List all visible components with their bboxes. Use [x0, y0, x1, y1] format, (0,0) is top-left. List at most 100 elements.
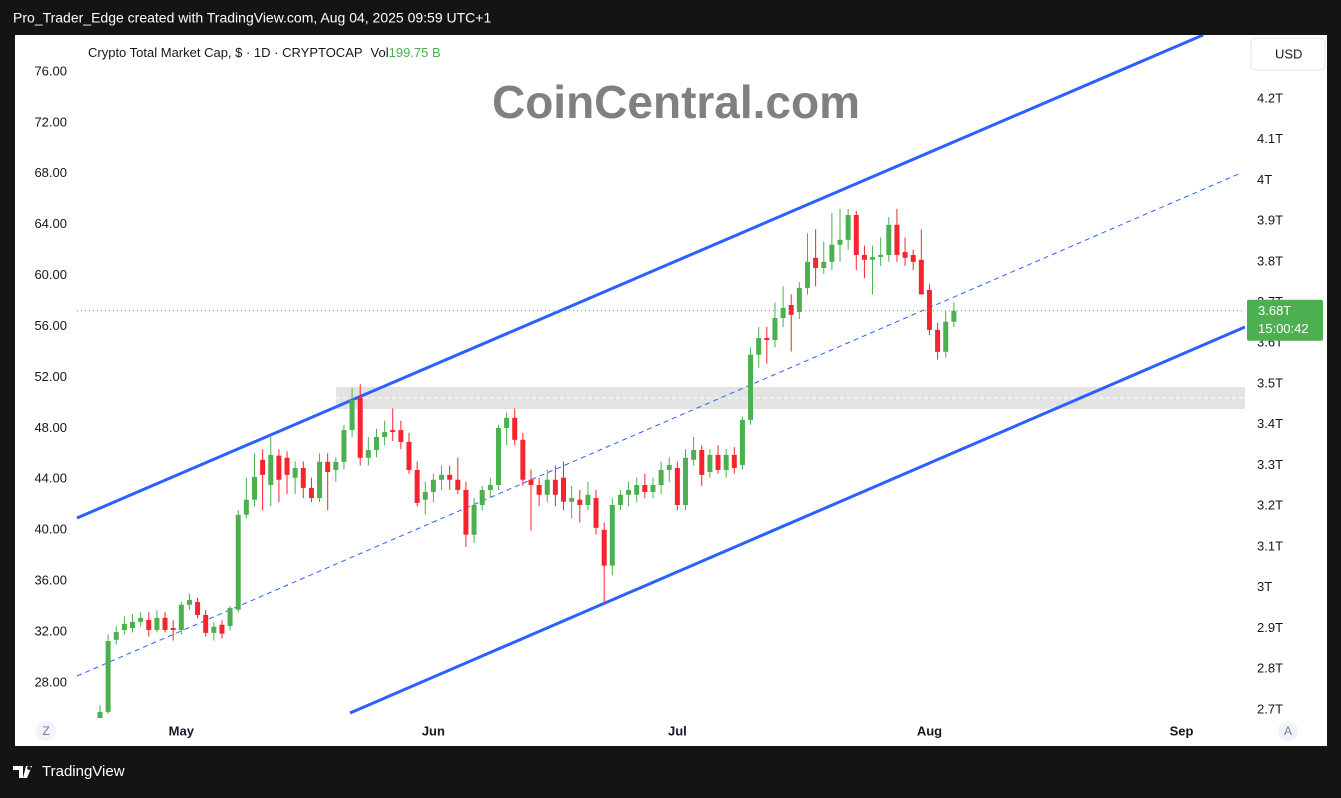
zoom-button[interactable]	[36, 721, 56, 741]
candle-body	[577, 499, 583, 505]
candle-body	[373, 436, 379, 451]
candle-body	[902, 252, 908, 258]
y2-tick-label: 40.00	[34, 522, 67, 537]
candle-body	[308, 487, 314, 499]
candle-body	[544, 479, 550, 495]
candle-body	[512, 417, 518, 440]
logo-icon	[13, 766, 32, 778]
candle-body	[626, 489, 632, 495]
candle-body	[634, 485, 640, 495]
x-tick-label: Jul	[668, 723, 687, 738]
auto-scale-button-label[interactable]: A	[1284, 724, 1292, 738]
x-tick-label: May	[169, 723, 195, 738]
candle-body	[861, 254, 867, 260]
candle-body	[422, 491, 428, 500]
candle-body	[837, 239, 843, 245]
y2-tick-label: 36.00	[34, 573, 67, 588]
candle-body	[211, 626, 217, 633]
countdown-label: 15:00:42	[1258, 321, 1309, 336]
candle-body	[569, 498, 575, 502]
candle-body	[243, 499, 249, 515]
candle-body	[268, 454, 274, 486]
channel-upper-line	[76, 35, 1204, 520]
zoom-button-label[interactable]: Z	[42, 724, 49, 738]
candle-body	[870, 256, 876, 260]
candle-body	[300, 467, 306, 488]
candle-body	[813, 257, 819, 268]
y-tick-label: 4T	[1257, 172, 1272, 187]
candle-body	[439, 474, 445, 480]
footer-logo: TradingView	[13, 763, 125, 780]
candle-body	[699, 450, 705, 475]
last-price-label: 3.68T	[1258, 303, 1291, 318]
currency-button[interactable]	[1250, 37, 1326, 71]
candle-body	[707, 454, 713, 473]
candle-body	[382, 432, 388, 437]
candle-body	[788, 305, 794, 315]
candle-body	[260, 459, 266, 475]
candle-body	[479, 489, 485, 505]
candle-body	[186, 599, 192, 605]
candle-body	[748, 354, 754, 420]
y-tick-label: 4.1T	[1257, 131, 1283, 146]
y2-tick-label: 76.00	[34, 63, 67, 78]
y2-tick-label: 68.00	[34, 165, 67, 180]
candle-body	[357, 397, 363, 458]
y2-tick-label: 28.00	[34, 674, 67, 689]
y-tick-label: 3.9T	[1257, 213, 1283, 228]
candle-body	[926, 289, 932, 330]
candle-body	[593, 498, 599, 528]
candles	[77, 208, 1245, 718]
candle-body	[430, 479, 436, 492]
candle-body	[325, 461, 331, 473]
y-tick-label: 3.8T	[1257, 253, 1283, 268]
drawings	[76, 35, 1245, 715]
axes: 2.7T2.8T2.9T3T3.1T3.2T3.3T3.4T3.5T3.6T3.…	[34, 63, 1323, 738]
candle-body	[821, 261, 827, 268]
candle-body	[520, 439, 526, 480]
y-tick-label: 3T	[1257, 579, 1272, 594]
candle-body	[886, 224, 892, 255]
candle-body	[170, 627, 176, 631]
header-caption: Pro_Trader_Edge created with TradingView…	[13, 10, 491, 26]
candle-body	[617, 494, 623, 505]
candle-body	[203, 614, 209, 633]
candle-body	[365, 450, 371, 458]
candle-body	[829, 244, 835, 262]
legend: Crypto Total Market Cap, $ · 1D · CRYPTO…	[88, 45, 441, 60]
x-tick-label: Sep	[1170, 723, 1194, 738]
candle-body	[910, 254, 916, 262]
support-zone	[336, 387, 1245, 409]
candle-body	[650, 485, 656, 492]
candle-body	[455, 479, 461, 490]
candle-body	[276, 455, 282, 480]
y2-tick-label: 32.00	[34, 624, 67, 639]
candle-body	[918, 259, 924, 295]
y2-tick-label: 44.00	[34, 471, 67, 486]
candle-body	[756, 338, 762, 355]
auto-scale-button[interactable]	[1278, 721, 1298, 741]
y2-tick-label: 52.00	[34, 369, 67, 384]
candle-body	[113, 632, 119, 640]
candle-body	[406, 441, 412, 470]
currency-button-label[interactable]: USD	[1275, 46, 1302, 61]
candle-body	[504, 417, 510, 429]
candle-body	[804, 261, 810, 288]
candle-body	[951, 310, 957, 322]
candle-body	[772, 318, 778, 341]
candle-body	[251, 476, 257, 500]
candle-body	[195, 601, 201, 615]
y-tick-label: 3.1T	[1257, 538, 1283, 553]
last-price-tag	[1247, 299, 1323, 341]
candle-body	[447, 474, 453, 480]
candle-body	[284, 457, 290, 475]
y2-tick-label: 72.00	[34, 114, 67, 129]
candle-body	[561, 477, 567, 502]
candle-body	[731, 454, 737, 468]
x-tick-label: Aug	[917, 723, 942, 738]
y-tick-label: 3.5T	[1257, 375, 1283, 390]
candle-body	[105, 641, 111, 712]
candle-body	[162, 617, 168, 631]
candle-body	[146, 619, 152, 631]
y2-tick-label: 60.00	[34, 267, 67, 282]
